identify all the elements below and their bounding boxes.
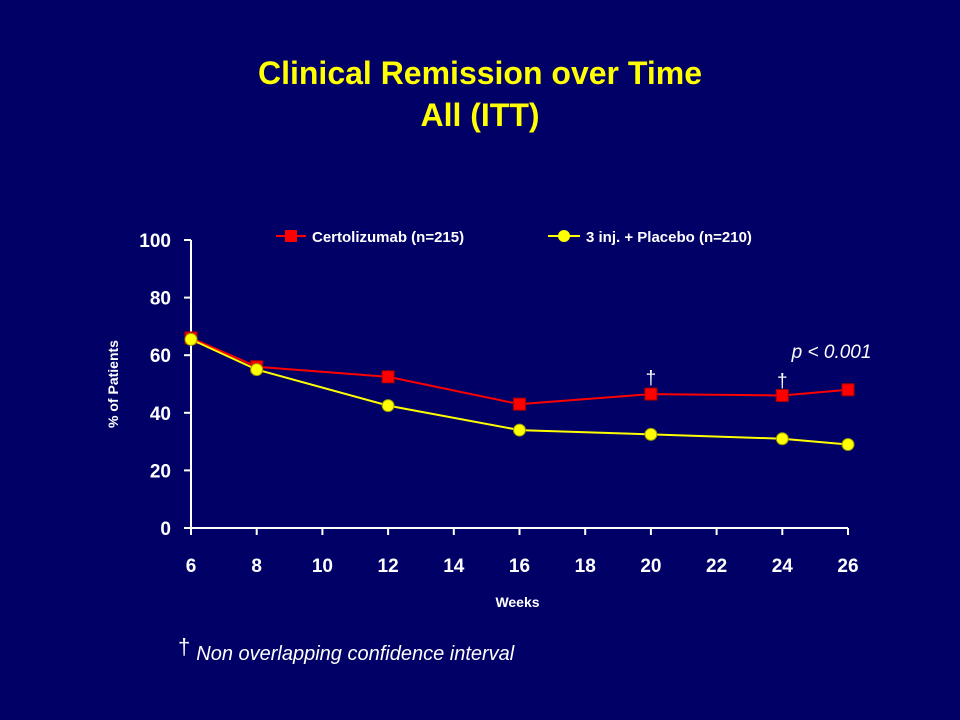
p-value-annotation: p < 0.001 [791,342,872,363]
x-tick-label: 24 [772,556,794,577]
data-point-placebo [841,437,855,451]
data-point-placebo [513,423,526,437]
y-tick-label: 20 [150,461,171,482]
x-tick-label: 26 [837,556,858,577]
data-point-placebo [184,332,198,346]
y-tick-label: 60 [150,346,171,367]
x-tick-label: 14 [443,556,465,577]
y-tick-label: 80 [150,289,171,310]
x-tick-label: 20 [640,556,661,577]
x-tick-label: 18 [575,556,596,577]
legend-marker-square [285,230,297,242]
y-tick-label: 100 [139,231,171,252]
legend-marker-circle [558,230,570,242]
footnote: † Non overlapping confidence interval [178,634,514,666]
data-point-certolizumab [775,389,789,403]
x-tick-label: 10 [312,556,333,577]
footnote-text: Non overlapping confidence interval [196,643,515,665]
data-point-certolizumab [841,383,855,397]
data-point-placebo [381,399,395,413]
data-point-placebo [775,432,789,446]
series-line-1 [190,337,849,406]
x-tick-label: 16 [509,556,530,577]
y-axis-title: % of Patients [105,340,121,428]
dagger-annotation: † [646,368,657,389]
data-point-placebo [644,427,658,441]
x-tick-label: 6 [186,556,197,577]
footnote-dagger: † [178,634,191,659]
legend-label: Certolizumab (n=215) [312,229,464,246]
legend-label: 3 inj. + Placebo (n=210) [586,229,752,246]
data-point-certolizumab [644,387,658,401]
data-point-placebo [250,363,264,377]
chart-title: Clinical Remission over Time [257,55,702,91]
chart-subtitle: All (ITT) [420,97,540,133]
data-point-certolizumab [513,397,526,411]
x-tick-label: 22 [706,556,727,577]
x-tick-label: 8 [251,556,262,577]
dagger-annotation: † [777,371,788,392]
y-tick-label: 40 [150,404,171,425]
x-tick-label: 12 [378,556,399,577]
x-axis-title: Weeks [495,594,539,610]
y-tick-label: 0 [160,519,171,540]
data-point-certolizumab [381,370,395,384]
